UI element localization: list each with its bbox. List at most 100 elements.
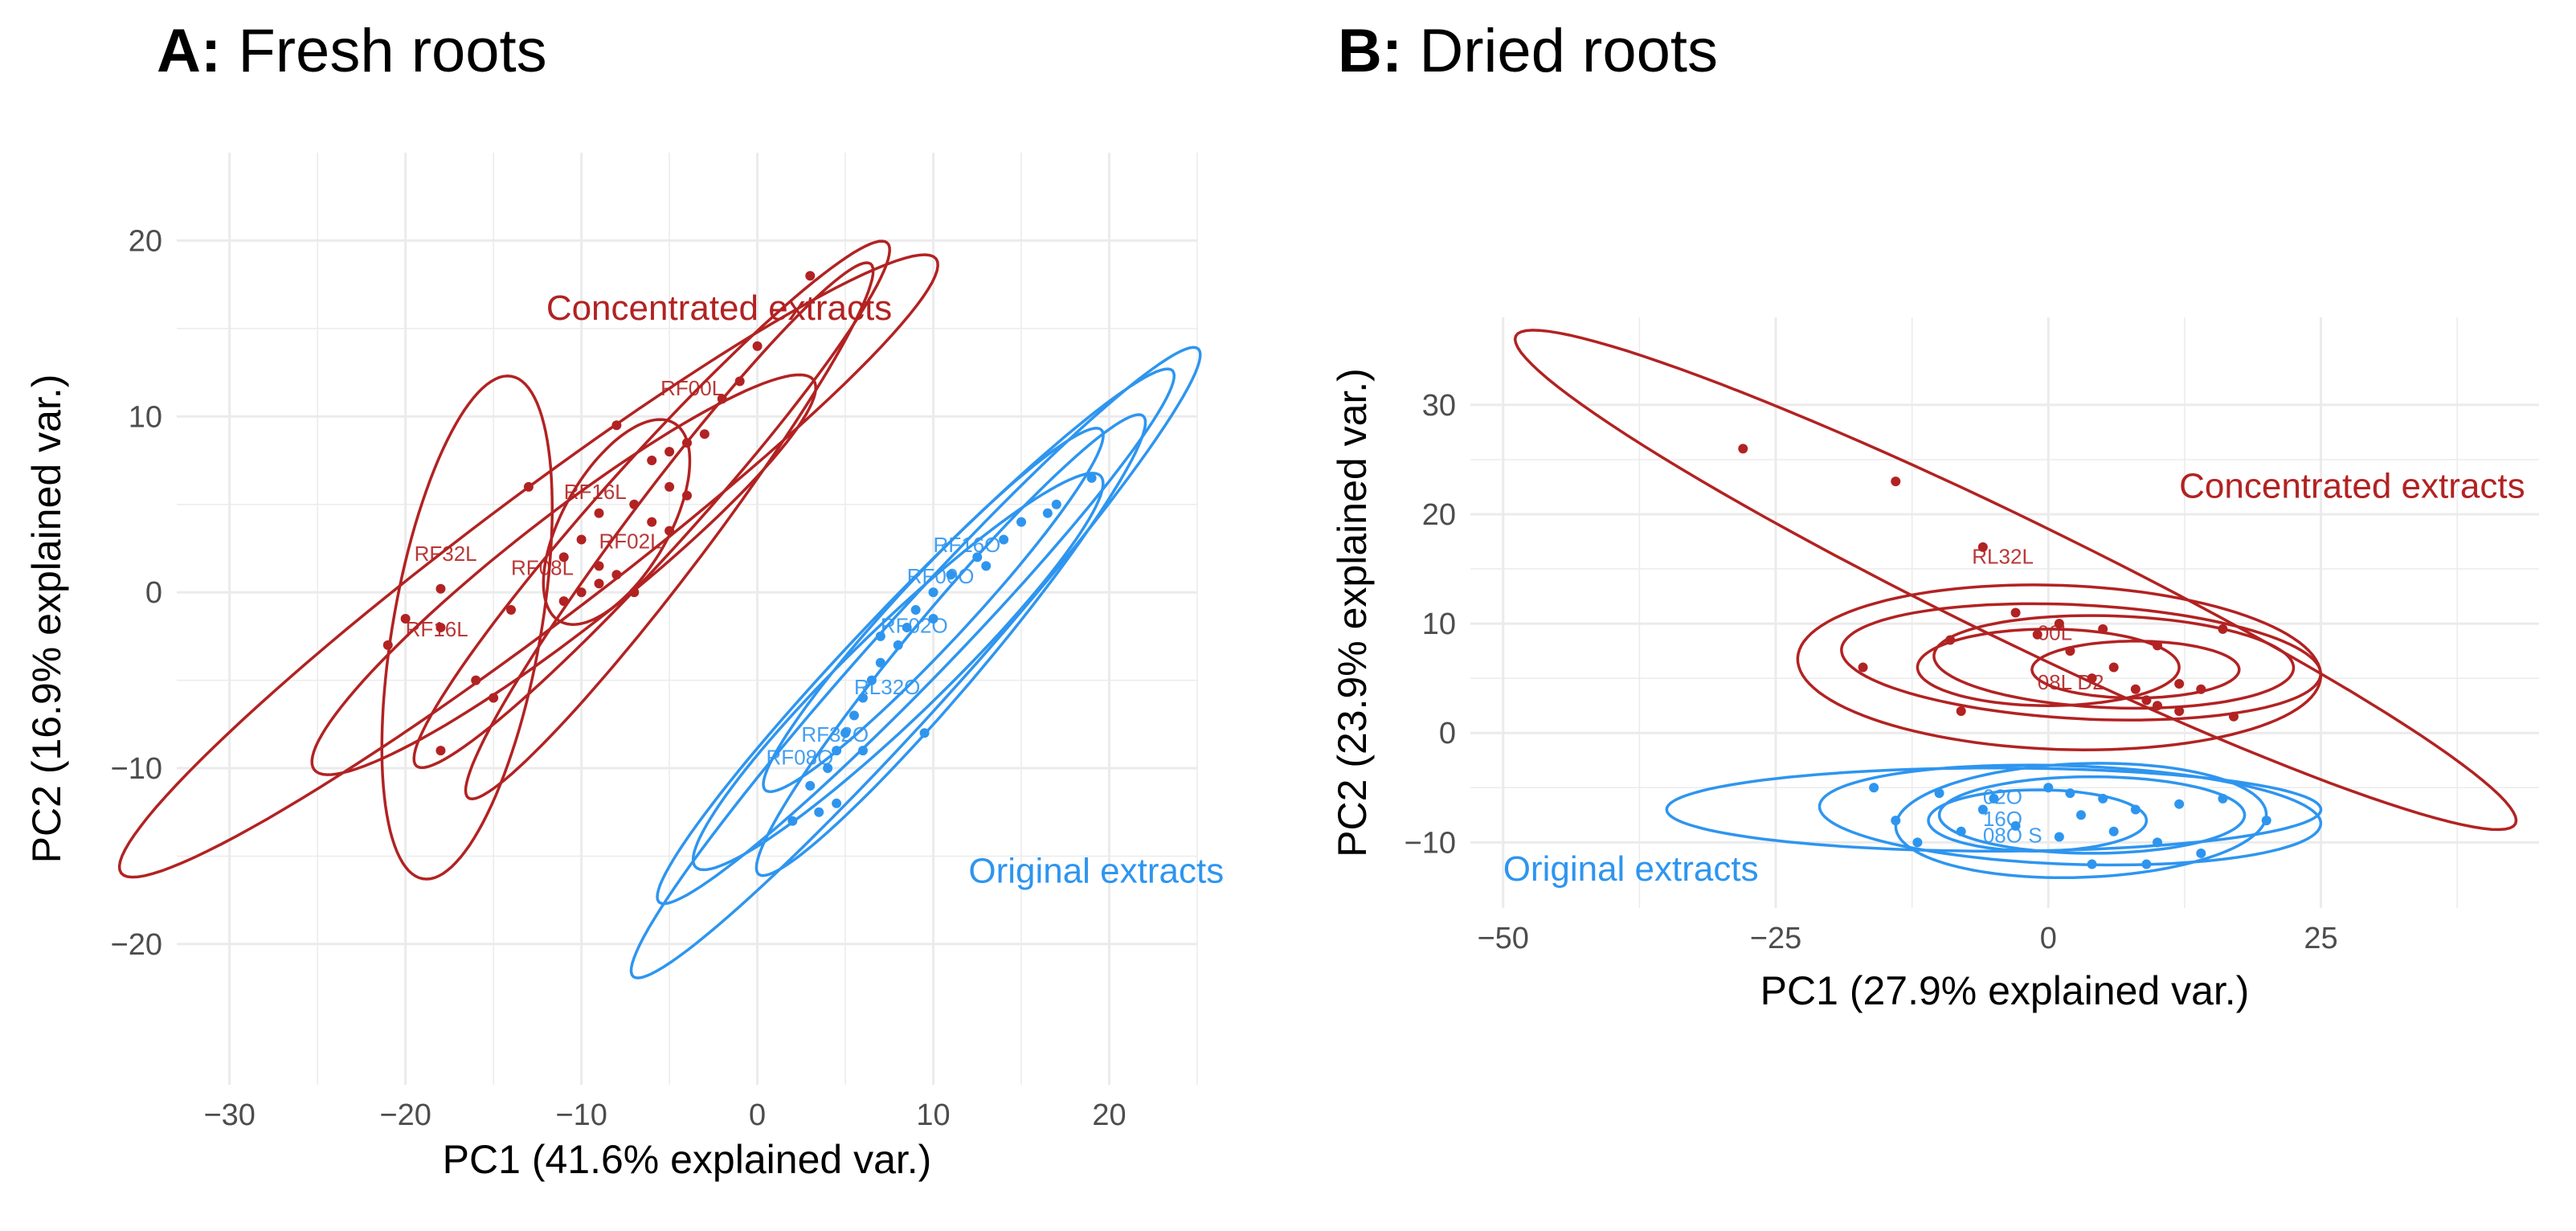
data-point-original [972, 552, 983, 562]
data-point-concentrated [489, 693, 499, 703]
data-point-original [832, 746, 842, 756]
point-label: 08O S [1983, 823, 2042, 847]
data-point-concentrated [2229, 711, 2239, 722]
y-tick-label: 30 [1422, 389, 1456, 423]
point-label: RF32O [801, 722, 869, 746]
data-point-concentrated [2054, 619, 2064, 629]
data-point-concentrated [647, 517, 657, 527]
data-point-concentrated [805, 271, 816, 281]
data-point-concentrated [2141, 695, 2152, 705]
x-tick-label: 0 [2040, 922, 2057, 955]
data-point-concentrated [2032, 629, 2042, 640]
panel-a-title-text: Fresh roots [238, 17, 547, 85]
data-point-original [1016, 517, 1027, 527]
data-point-concentrated [2174, 706, 2185, 716]
data-point-original [2130, 804, 2141, 815]
confidence-ellipse-concentrated [310, 373, 817, 776]
data-point-concentrated [2087, 673, 2097, 684]
data-point-concentrated [523, 481, 534, 492]
data-point-concentrated [664, 526, 675, 536]
x-tick-label: 20 [1092, 1098, 1126, 1132]
data-point-original [840, 728, 851, 738]
data-point-concentrated [629, 587, 640, 598]
data-point-original [999, 534, 1009, 545]
panel-a-title: A: Fresh roots [157, 16, 547, 86]
confidence-ellipse-concentrated [2030, 640, 2241, 700]
y-tick-label: 0 [145, 576, 162, 610]
data-point-original [2196, 848, 2206, 858]
data-point-original [1912, 837, 1923, 848]
data-point-concentrated [611, 420, 622, 431]
data-point-concentrated [647, 456, 657, 466]
data-point-concentrated [2098, 624, 2108, 634]
point-label: RL32L [1972, 544, 2034, 568]
point-label: RF32L [415, 542, 477, 566]
x-tick-label: −30 [203, 1098, 255, 1132]
point-label: 00L [2038, 621, 2072, 645]
data-point-original [2108, 826, 2119, 836]
x-tick-label: −20 [379, 1098, 431, 1132]
confidence-ellipse-original [1894, 762, 2268, 880]
data-point-original [893, 640, 903, 650]
confidence-ellipse-original [1927, 788, 2149, 853]
group-label-original: Original extracts [968, 851, 1224, 890]
y-tick-label: 20 [129, 224, 162, 258]
x-axis-label: PC1 (27.9% explained var.) [1760, 968, 2250, 1013]
y-axis-label: PC2 (16.9% explained var.) [24, 374, 69, 864]
group-label-original: Original extracts [1503, 849, 1759, 889]
data-point-concentrated [2174, 678, 2185, 689]
data-point-concentrated [682, 490, 692, 501]
panel-b-title-text: Dried roots [1419, 17, 1719, 85]
point-label: 16O [1983, 807, 2022, 831]
x-tick-label: 10 [916, 1098, 950, 1132]
data-point-original [875, 631, 885, 641]
data-point-concentrated [699, 429, 709, 440]
confidence-ellipse-original [1937, 775, 2247, 855]
point-label: RF16L [406, 617, 468, 641]
data-point-original [1086, 472, 1097, 483]
data-point-original [823, 763, 833, 774]
x-tick-label: −50 [1477, 922, 1528, 955]
data-point-original [805, 780, 816, 791]
data-point-original [857, 746, 868, 756]
data-point-concentrated [2108, 662, 2119, 673]
confidence-ellipse-concentrated [117, 253, 939, 879]
point-label: 08L D2 [2038, 670, 2104, 694]
data-point-original [1934, 788, 1944, 799]
data-point-concentrated [435, 746, 446, 756]
x-axis-label: PC1 (41.6% explained var.) [443, 1137, 932, 1182]
data-point-concentrated [594, 579, 604, 589]
data-point-original [857, 693, 868, 703]
data-point-concentrated [1977, 542, 1988, 552]
y-tick-label: −10 [1405, 826, 1456, 860]
y-tick-label: 10 [1422, 607, 1456, 641]
data-point-concentrated [558, 596, 569, 607]
data-point-original [814, 807, 824, 817]
data-point-original [2141, 859, 2152, 869]
data-point-concentrated [734, 376, 745, 386]
data-point-original [981, 561, 992, 571]
data-point-concentrated [594, 561, 604, 571]
panel-a-plot: −30 −20 −10 0 10 20 −20 −10 0 10 20 RF00L RF16L RF32L… [24, 153, 1224, 1182]
data-point-concentrated [1858, 662, 1868, 673]
data-point-concentrated [400, 614, 411, 624]
data-point-concentrated [1945, 635, 1956, 645]
data-point-concentrated [629, 499, 640, 509]
data-point-concentrated [435, 622, 446, 632]
data-point-concentrated [664, 447, 675, 457]
data-point-concentrated [594, 508, 604, 518]
data-point-concentrated [382, 640, 393, 650]
data-point-concentrated [717, 394, 727, 404]
x-tick-label: 0 [749, 1098, 766, 1132]
data-point-concentrated [576, 587, 587, 598]
data-point-original [832, 798, 842, 808]
confidence-ellipse-concentrated [412, 239, 891, 770]
point-label: RF16L [564, 480, 627, 504]
data-point-concentrated [1738, 444, 1748, 454]
data-point-concentrated [682, 438, 692, 448]
data-point-original [2076, 810, 2086, 820]
data-point-original [875, 657, 885, 668]
data-point-concentrated [2218, 624, 2228, 634]
y-tick-label: 0 [1439, 717, 1456, 750]
